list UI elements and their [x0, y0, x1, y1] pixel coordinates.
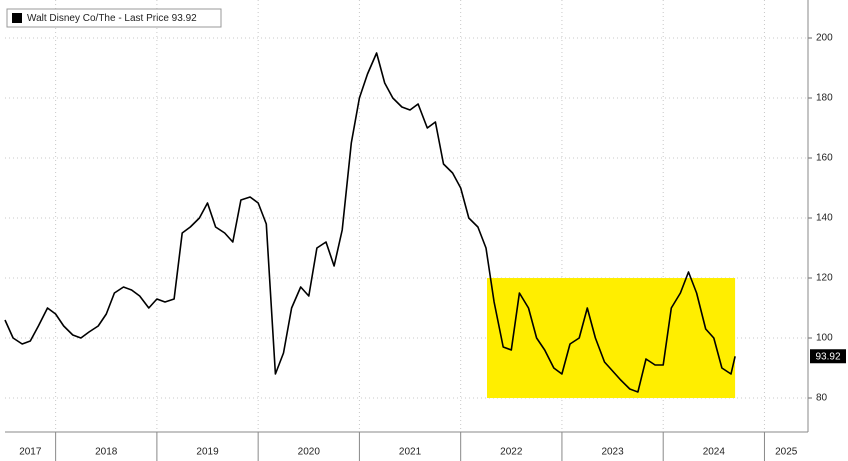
legend-box [6, 8, 222, 28]
x-tick-label: 2021 [399, 447, 422, 458]
legend-label: Walt Disney Co/The - Last Price 93.92 [27, 13, 197, 24]
highlight-box [487, 278, 736, 399]
y-tick-label: 120 [816, 273, 833, 284]
x-tick-label: 2020 [298, 447, 321, 458]
x-tick-label: 2019 [196, 447, 219, 458]
y-tick-label: 80 [816, 393, 828, 404]
y-tick-label: 200 [816, 33, 833, 44]
x-tick-label: 2017 [19, 447, 42, 458]
y-tick-label: 140 [816, 213, 833, 224]
x-tick-label: 2018 [95, 447, 118, 458]
price-line [4, 52, 736, 393]
y-tick-label: 100 [816, 333, 833, 344]
legend-swatch [12, 13, 22, 23]
y-tick-label: 160 [816, 153, 833, 164]
last-price-tag [810, 349, 846, 364]
x-tick-label: 2024 [703, 447, 726, 458]
x-tick-label: 2023 [601, 447, 624, 458]
x-tick-label: 2025 [775, 447, 798, 458]
y-tick-label: 180 [816, 93, 833, 104]
x-tick-label: 2022 [500, 447, 523, 458]
last-price-label: 93.92 [815, 351, 840, 362]
